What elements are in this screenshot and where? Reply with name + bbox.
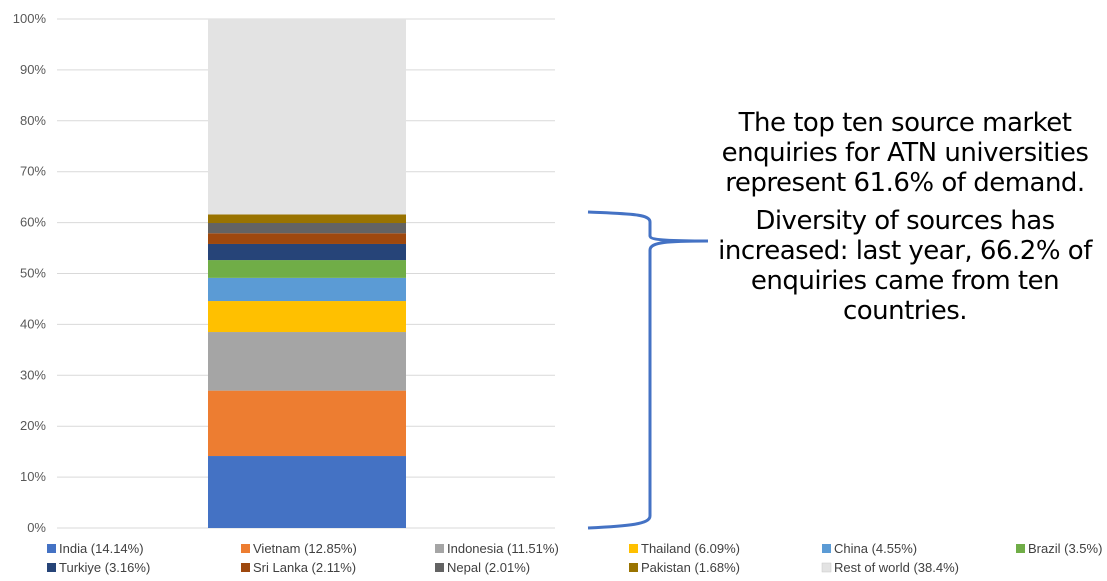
annotation-text: The top ten source market enquiries for … bbox=[710, 108, 1100, 334]
legend-label: India (14.14%) bbox=[59, 541, 144, 556]
legend-label: Sri Lanka (2.11%) bbox=[253, 560, 356, 575]
y-tick-label: 30% bbox=[20, 367, 46, 382]
y-axis-tick-labels: 0% 10% 20% 30% 40% 50% 60% 70% 80% 90% 100% bbox=[13, 11, 47, 535]
annotation-paragraph-1: The top ten source market enquiries for … bbox=[721, 108, 1089, 198]
bar-segment bbox=[208, 456, 406, 528]
y-tick-label: 70% bbox=[20, 164, 46, 179]
bar-segment bbox=[208, 19, 406, 215]
stacked-bar bbox=[208, 19, 406, 528]
annotation-paragraph-2: Diversity of sources has increased: last… bbox=[718, 206, 1092, 326]
y-tick-label: 100% bbox=[13, 11, 47, 26]
legend-label: Turkiye (3.16%) bbox=[59, 560, 150, 575]
legend-swatch bbox=[241, 544, 250, 553]
bar-segment bbox=[208, 260, 406, 278]
legend-label: Pakistan (1.68%) bbox=[641, 560, 740, 575]
legend-swatch bbox=[821, 562, 832, 573]
legend-swatch bbox=[435, 544, 444, 553]
curly-brace-annotation bbox=[587, 210, 709, 530]
legend: India (14.14%) Vietnam (12.85%) Indonesia … bbox=[47, 541, 1102, 575]
legend-swatch bbox=[629, 563, 638, 572]
y-tick-label: 80% bbox=[20, 113, 46, 128]
legend-label: Thailand (6.09%) bbox=[641, 541, 740, 556]
y-tick-label: 40% bbox=[20, 316, 46, 331]
legend-label: Brazil (3.5%) bbox=[1028, 541, 1102, 556]
legend-label: Indonesia (11.51%) bbox=[447, 541, 559, 556]
bar-segment bbox=[208, 243, 406, 261]
legend-label: Nepal (2.01%) bbox=[447, 560, 530, 575]
legend-swatch bbox=[47, 563, 56, 572]
legend-label: China (4.55%) bbox=[834, 541, 917, 556]
bar-segment bbox=[208, 390, 406, 457]
bar-segment bbox=[208, 223, 406, 234]
legend-swatch bbox=[435, 563, 444, 572]
bar-segment bbox=[208, 332, 406, 391]
y-tick-label: 50% bbox=[20, 266, 46, 281]
bar-segment bbox=[208, 233, 406, 244]
legend-label: Vietnam (12.85%) bbox=[253, 541, 357, 556]
legend-swatch bbox=[47, 544, 56, 553]
legend-label: Rest of world (38.4%) bbox=[834, 560, 959, 575]
bar-segment bbox=[208, 301, 406, 333]
legend-swatch bbox=[241, 563, 250, 572]
legend-swatch bbox=[822, 544, 831, 553]
legend-swatch bbox=[1016, 544, 1025, 553]
y-tick-label: 20% bbox=[20, 418, 46, 433]
y-tick-label: 60% bbox=[20, 215, 46, 230]
y-tick-label: 0% bbox=[27, 520, 46, 535]
y-tick-label: 90% bbox=[20, 62, 46, 77]
legend-swatch bbox=[629, 544, 638, 553]
bar-segment bbox=[208, 214, 406, 224]
bar-segment bbox=[208, 277, 406, 302]
y-tick-label: 10% bbox=[20, 469, 46, 484]
